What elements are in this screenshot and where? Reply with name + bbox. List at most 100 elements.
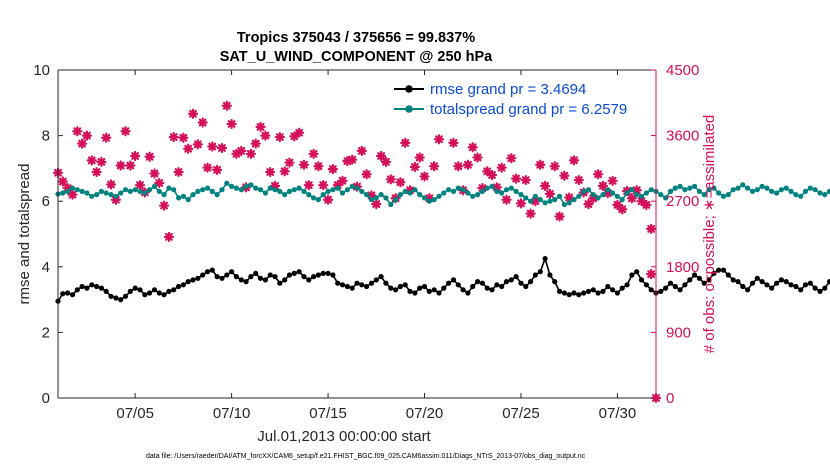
obs-point: [327, 164, 338, 175]
series-point: [667, 188, 674, 194]
series-point: [778, 187, 785, 193]
series-point: [532, 193, 539, 199]
series-point: [576, 193, 582, 199]
chart-subtitle: SAT_U_WIND_COMPONENT @ 250 hPa: [220, 49, 493, 65]
series-point: [190, 192, 196, 198]
series-point: [89, 282, 95, 288]
obs-point: [646, 223, 657, 234]
series-point: [503, 279, 510, 285]
series-point: [364, 192, 370, 198]
series-point: [200, 187, 206, 193]
obs-point: [158, 200, 170, 211]
series-point: [513, 188, 519, 194]
obs-point: [511, 173, 522, 184]
series-point: [590, 192, 596, 198]
series-point: [142, 190, 148, 196]
series-point: [556, 193, 563, 199]
series-point: [802, 188, 809, 194]
series-point: [253, 270, 259, 276]
series-point: [277, 188, 283, 194]
obs-point: [433, 134, 445, 145]
series-point: [195, 188, 201, 194]
series-point: [417, 192, 423, 198]
series-point: [229, 269, 235, 275]
y2-tick-label: 4500: [666, 62, 699, 79]
obs-point: [395, 177, 406, 188]
series-point: [508, 185, 514, 191]
obs-point: [549, 161, 560, 172]
series-point: [571, 290, 577, 296]
obs-point: [265, 166, 276, 178]
series-point: [595, 195, 601, 201]
series-point: [479, 188, 485, 194]
series-point: [306, 192, 312, 198]
series-point: [190, 277, 196, 283]
series-point: [812, 285, 818, 291]
series-point: [720, 267, 727, 273]
series-point: [460, 287, 466, 293]
series-point: [754, 187, 760, 193]
series-point: [648, 287, 654, 293]
series-point: [730, 277, 736, 283]
series-point: [393, 287, 399, 293]
series-point: [60, 291, 66, 297]
series-point: [677, 287, 683, 293]
obs-point: [371, 199, 382, 210]
series-point: [605, 187, 611, 193]
series-point: [378, 192, 384, 198]
obs-point: [573, 174, 584, 186]
series-point: [257, 187, 264, 193]
obs-point: [448, 137, 459, 148]
series-point: [306, 277, 312, 283]
x-tick-label: 07/20: [406, 405, 444, 422]
series-point: [74, 287, 80, 293]
series-point: [426, 198, 432, 204]
series-point: [339, 282, 346, 288]
series-point: [364, 283, 370, 290]
legend-totalspread-marker: [405, 105, 413, 113]
series-point: [60, 190, 66, 196]
obs-point: [414, 152, 425, 163]
series-point: [267, 272, 273, 278]
series-point: [571, 197, 577, 203]
series-point: [243, 279, 249, 285]
series-point: [624, 190, 630, 196]
series-point: [79, 283, 85, 290]
obs-point: [115, 160, 126, 171]
y-tick-label: 4: [42, 259, 50, 276]
y2-tick-label: 1800: [666, 259, 699, 276]
series-point: [417, 285, 423, 291]
series-point: [233, 274, 239, 280]
series-point: [614, 290, 621, 296]
series-point: [282, 277, 288, 283]
series-point: [393, 197, 399, 203]
series-point: [542, 256, 548, 262]
series-point: [600, 192, 606, 198]
obs-point: [554, 211, 565, 222]
series-point: [89, 193, 95, 199]
x-ticks: 07/05 07/10 07/15 07/20 07/25 07/30: [116, 70, 636, 422]
series-point: [349, 183, 355, 189]
series-point: [749, 280, 756, 286]
series-point: [291, 187, 297, 193]
series-point: [127, 288, 133, 294]
series-point: [672, 185, 678, 191]
series-point: [315, 272, 321, 278]
series-point: [759, 279, 765, 285]
series-point: [272, 274, 278, 280]
series-point: [397, 192, 403, 198]
series-point: [735, 279, 741, 285]
series-point: [740, 182, 746, 188]
series-point: [518, 192, 524, 198]
series-point: [687, 185, 693, 191]
obs-point: [294, 127, 305, 138]
series-point: [455, 185, 461, 191]
series-point: [658, 288, 664, 294]
series-point: [711, 185, 717, 191]
y-tick-label: 6: [42, 193, 50, 210]
series-point: [378, 274, 384, 280]
series-point: [610, 190, 616, 196]
series-point: [344, 283, 350, 290]
series-point: [788, 282, 794, 288]
series-point: [315, 197, 321, 203]
